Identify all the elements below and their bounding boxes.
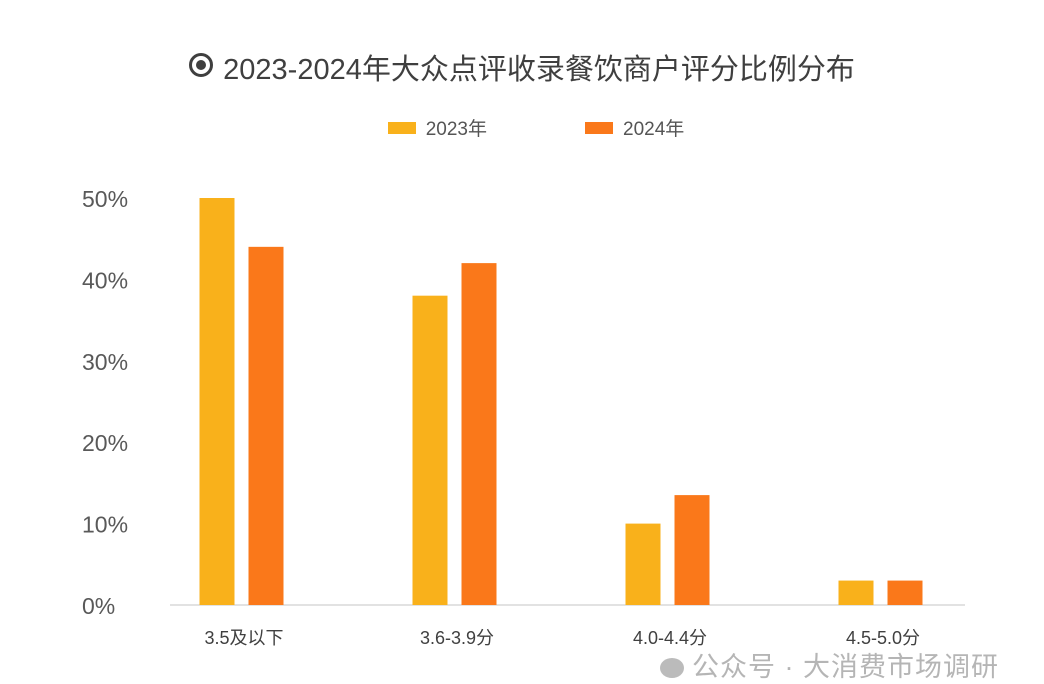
bar-2024年-4.5-5.0分 <box>887 580 923 605</box>
legend-item-2023: 2023年 <box>387 114 487 141</box>
chart-title: 2023-2024年大众点评收录餐饮商户评分比例分布 <box>0 46 1044 88</box>
target-icon <box>189 53 214 77</box>
bar-2023年-4.5-5.0分 <box>838 580 874 605</box>
watermark: 公众号 · 大消费市场调研 <box>660 652 999 682</box>
y-tick-label: 0% <box>82 593 115 619</box>
x-tick-label: 3.6-3.9分 <box>420 628 494 648</box>
bar-2024年-3.6-3.9分 <box>461 263 497 605</box>
y-tick-label: 40% <box>82 267 128 293</box>
y-tick-label: 30% <box>82 349 128 375</box>
wechat-icon <box>660 658 684 678</box>
bar-2023年-3.6-3.9分 <box>412 295 448 605</box>
bar-2023年-4.0-4.4分 <box>625 523 661 605</box>
legend-swatch <box>585 121 613 134</box>
y-tick-label: 20% <box>82 430 128 456</box>
x-tick-label: 3.5及以下 <box>204 628 283 648</box>
legend-swatch <box>387 121 416 134</box>
legend: 2023年 2024年 <box>0 114 1044 141</box>
x-tick-label: 4.0-4.4分 <box>633 628 707 648</box>
y-tick-label: 50% <box>82 186 128 212</box>
legend-item-2024: 2024年 <box>585 114 684 141</box>
bar-2023年-3.5及以下 <box>199 198 235 605</box>
y-tick-label: 10% <box>82 512 128 538</box>
bar-2024年-4.0-4.4分 <box>674 495 710 605</box>
bar-2024年-3.5及以下 <box>248 246 284 605</box>
x-tick-label: 4.5-5.0分 <box>846 628 920 648</box>
